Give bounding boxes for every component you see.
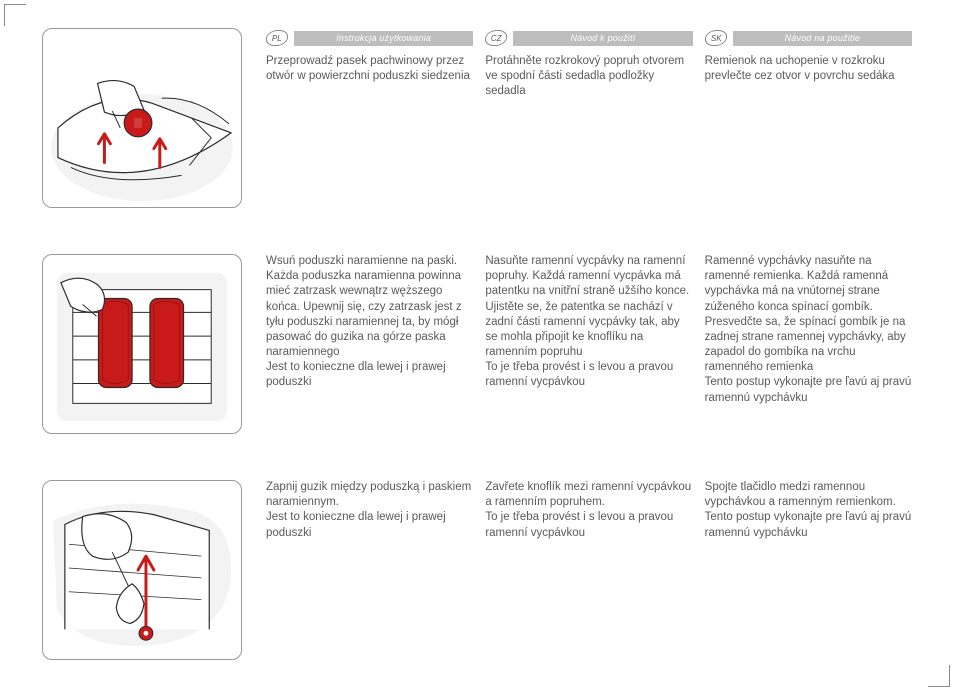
lang-code-cz: CZ <box>491 34 502 43</box>
col-cz-1: CZ Návod k použití Protáhněte rozkrokový… <box>485 28 692 208</box>
lang-strip-pl: Instrukcja użytkowania <box>294 31 473 46</box>
lang-strip-cz: Návod k použití <box>513 31 692 46</box>
lang-title-sk: Návod na použitie <box>785 33 860 43</box>
col-sk-3: Spojte tlačidlo medzi ramennou vypchávko… <box>705 480 912 660</box>
text-sk-3: Spojte tlačidlo medzi ramennou vypchávko… <box>705 480 912 541</box>
lang-header-cz: CZ Návod k použití <box>485 28 692 48</box>
illustration-2 <box>42 254 242 434</box>
col-cz-2: Nasuňte ramenní vycpávky na ramenní popr… <box>485 254 692 434</box>
lang-badge-pl: PL <box>264 30 289 46</box>
lang-code-sk: SK <box>710 34 721 43</box>
col-pl-2: Wsuń poduszki naramienne na paski. Każda… <box>266 254 473 434</box>
col-sk-2: Ramenné vypchávky nasuňte na ramenné rem… <box>705 254 912 434</box>
col-pl-1: PL Instrukcja użytkowania Przeprowadź pa… <box>266 28 473 208</box>
col-pl-3: Zapnij guzik między poduszką i paskiem n… <box>266 480 473 660</box>
page-grid: PL Instrukcja użytkowania Przeprowadź pa… <box>42 28 912 660</box>
text-cz-2: Nasuňte ramenní vycpávky na ramenní popr… <box>485 254 692 391</box>
text-cz-3: Zavřete knoflík mezi ramenní vycpávkou a… <box>485 480 692 541</box>
lang-badge-sk: SK <box>703 30 728 46</box>
illustration-1 <box>42 28 242 208</box>
lang-title-pl: Instrukcja użytkowania <box>336 33 431 43</box>
text-sk-2: Ramenné vypchávky nasuňte na ramenné rem… <box>705 254 912 406</box>
text-sk-1: Remienok na uchopenie v rozkroku prevleč… <box>705 54 912 84</box>
lang-title-cz: Návod k použití <box>570 33 635 43</box>
lang-badge-cz: CZ <box>484 30 509 46</box>
text-pl-2: Wsuń poduszki naramienne na paski. Każda… <box>266 254 473 391</box>
col-sk-1: SK Návod na použitie Remienok na uchopen… <box>705 28 912 208</box>
lang-header-sk: SK Návod na použitie <box>705 28 912 48</box>
col-cz-3: Zavřete knoflík mezi ramenní vycpávkou a… <box>485 480 692 660</box>
illustration-3 <box>42 480 242 660</box>
text-pl-1: Przeprowadź pasek pachwinowy przez otwór… <box>266 54 473 84</box>
lang-strip-sk: Návod na použitie <box>733 31 912 46</box>
crop-mark-top-left <box>4 4 26 26</box>
text-cz-1: Protáhněte rozkrokový popruh otvorem ve … <box>485 54 692 100</box>
lang-header-pl: PL Instrukcja użytkowania <box>266 28 473 48</box>
crop-mark-bottom-right <box>928 665 950 687</box>
text-pl-3: Zapnij guzik między poduszką i paskiem n… <box>266 480 473 541</box>
lang-code-pl: PL <box>272 34 282 43</box>
